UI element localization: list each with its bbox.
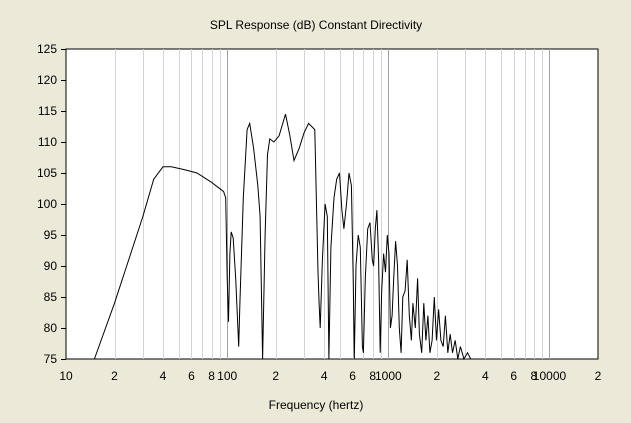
x-tick-label: 1000 bbox=[375, 369, 402, 383]
x-tick-label: 2 bbox=[111, 369, 118, 383]
y-axis-ticks: 75 80 85 90 95 100 105 110 115 120 125 bbox=[37, 42, 66, 366]
x-tick-label: 8 bbox=[208, 369, 215, 383]
y-tick-label: 100 bbox=[37, 197, 57, 211]
x-tick-label: 10 bbox=[59, 369, 73, 383]
y-tick-label: 90 bbox=[44, 259, 58, 273]
x-tick-label: 4 bbox=[482, 369, 489, 383]
x-tick-label: 2 bbox=[272, 369, 279, 383]
plot-area bbox=[65, 48, 599, 360]
x-tick-label: 8 bbox=[531, 369, 538, 383]
y-tick-label: 85 bbox=[44, 290, 58, 304]
y-tick-label: 110 bbox=[38, 135, 57, 149]
x-tick-label: 2 bbox=[433, 369, 440, 383]
y-tick-label: 105 bbox=[37, 166, 57, 180]
x-tick-label: 4 bbox=[321, 369, 328, 383]
y-tick-label: 115 bbox=[38, 104, 57, 118]
chart-title: SPL Response (dB) Constant Directivity bbox=[210, 18, 422, 32]
x-axis-label: Frequency (hertz) bbox=[269, 398, 364, 412]
x-tick-label: 8 bbox=[369, 369, 376, 383]
y-tick-label: 120 bbox=[37, 73, 57, 87]
x-tick-label: 100 bbox=[217, 369, 237, 383]
spl-response-line bbox=[93, 113, 472, 361]
y-tick-label: 95 bbox=[44, 228, 58, 242]
x-tick-label: 6 bbox=[349, 369, 356, 383]
x-tick-label: 6 bbox=[188, 369, 195, 383]
x-tick-label: 10000 bbox=[533, 369, 567, 383]
y-tick-label: 125 bbox=[37, 42, 57, 56]
y-tick-label: 80 bbox=[44, 321, 58, 335]
x-tick-label: 4 bbox=[160, 369, 167, 383]
y-tick-label: 75 bbox=[44, 352, 58, 366]
x-tick-label: 2 bbox=[595, 369, 602, 383]
x-tick-label: 6 bbox=[510, 369, 517, 383]
